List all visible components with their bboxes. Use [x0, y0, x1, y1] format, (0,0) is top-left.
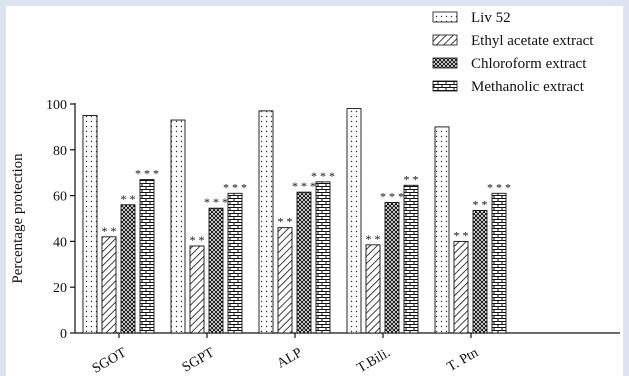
bar	[101, 236, 117, 334]
bar	[491, 192, 507, 334]
legend-swatch	[432, 11, 458, 23]
x-tick-label: T.Bili.	[355, 345, 393, 376]
significance-label: * *	[454, 228, 469, 242]
bar	[82, 114, 98, 334]
significance-label: * *	[121, 192, 136, 206]
y-tick-label: 20	[53, 281, 67, 296]
legend-swatch	[432, 57, 458, 69]
bar	[227, 192, 243, 334]
x-tick-label: ALP	[275, 345, 306, 371]
bar	[346, 108, 362, 334]
bar	[434, 126, 450, 334]
legend-label: Methanolic extract	[471, 79, 585, 95]
bar	[453, 240, 469, 334]
y-tick-label: 60	[53, 190, 67, 205]
significance-label: * * *	[311, 169, 335, 183]
legend-swatch	[432, 34, 458, 46]
significance-label: * * *	[204, 195, 228, 209]
bar	[472, 210, 488, 334]
bar	[384, 202, 400, 334]
significance-annotations: * ** ** * ** ** * ** * ** ** * ** * ** *…	[102, 167, 512, 247]
bar	[296, 191, 312, 334]
y-tick-label: 0	[60, 327, 67, 342]
bar	[365, 244, 381, 334]
bar	[277, 227, 293, 334]
legend-swatch	[432, 80, 458, 92]
legend-label: Chloroform extract	[471, 56, 587, 72]
significance-label: * * *	[380, 189, 404, 203]
significance-label: * *	[102, 224, 117, 238]
legend-label: Liv 52	[471, 10, 511, 26]
significance-label: * *	[190, 233, 205, 247]
legend: Liv 52 Ethyl acetate extract Chloroform ex…	[432, 10, 594, 95]
significance-label: * * *	[487, 180, 511, 194]
significance-label: * *	[278, 215, 293, 229]
significance-label: * *	[404, 172, 419, 186]
significance-label: * *	[473, 197, 488, 211]
significance-label: * * *	[135, 167, 159, 181]
x-tick-label: SGPT	[180, 345, 218, 375]
y-tick-label: 100	[46, 98, 67, 113]
bar	[120, 204, 136, 334]
y-tick-label: 40	[53, 235, 67, 250]
significance-label: * * *	[292, 179, 316, 193]
x-tick-label: T. Ptn	[445, 345, 481, 375]
bars	[82, 108, 507, 334]
y-tick-label: 80	[53, 144, 67, 159]
bar	[170, 119, 186, 334]
bar	[189, 245, 205, 334]
bar	[315, 181, 331, 334]
y-axis-label: Percentage protection	[10, 153, 26, 284]
x-tick-label: SGOT	[90, 345, 130, 376]
bar	[258, 110, 274, 334]
bar	[403, 184, 419, 334]
significance-label: * *	[366, 232, 381, 246]
legend-label: Ethyl acetate extract	[471, 33, 594, 49]
bar	[208, 207, 224, 334]
bar	[139, 179, 155, 334]
significance-label: * * *	[223, 180, 247, 194]
